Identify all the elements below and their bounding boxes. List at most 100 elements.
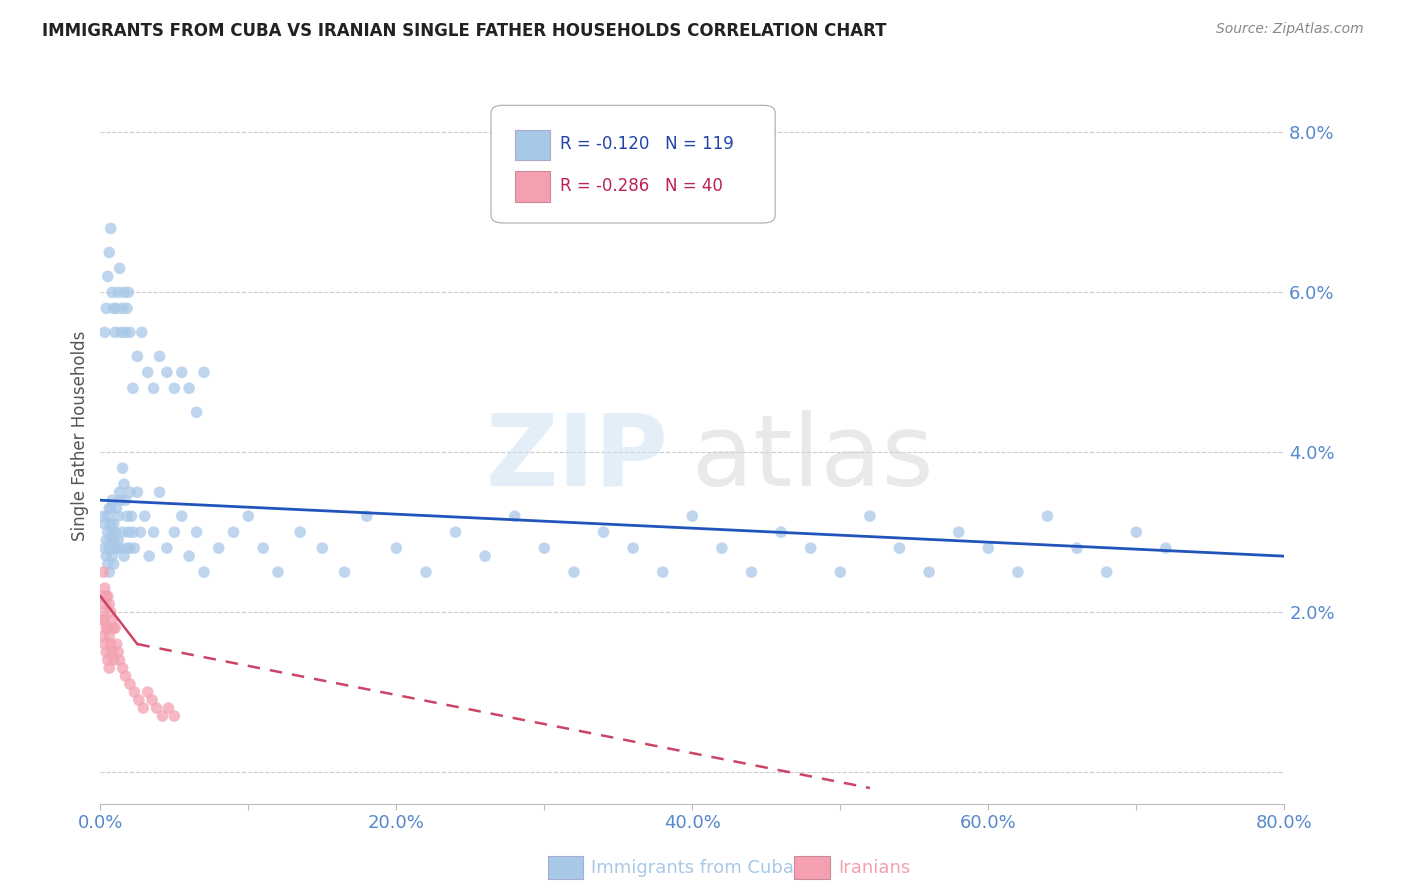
Text: R = -0.286   N = 40: R = -0.286 N = 40 <box>560 178 723 195</box>
Point <box>101 285 124 300</box>
Point <box>91 605 114 619</box>
Point <box>118 541 141 556</box>
Point <box>94 597 117 611</box>
Point <box>104 326 127 340</box>
Point <box>94 637 117 651</box>
Point <box>108 485 131 500</box>
Point <box>1154 541 1177 556</box>
Point <box>105 501 128 516</box>
Point <box>98 565 121 579</box>
FancyBboxPatch shape <box>515 129 550 161</box>
Point <box>148 349 170 363</box>
Point <box>103 533 125 548</box>
Point <box>889 541 911 556</box>
Point <box>859 509 882 524</box>
Point <box>103 557 125 571</box>
Point <box>118 677 141 691</box>
Point <box>107 285 129 300</box>
Point <box>156 541 179 556</box>
Point <box>100 605 122 619</box>
Point <box>222 525 245 540</box>
Point <box>110 493 132 508</box>
Point <box>111 461 134 475</box>
Point <box>134 509 156 524</box>
Point <box>179 381 201 395</box>
Point <box>145 701 167 715</box>
Point <box>415 565 437 579</box>
Point <box>97 621 120 635</box>
Point <box>108 541 131 556</box>
Point <box>741 565 763 579</box>
Point <box>122 525 145 540</box>
Point <box>156 365 179 379</box>
Text: atlas: atlas <box>692 409 934 507</box>
Point <box>105 301 128 316</box>
FancyBboxPatch shape <box>491 105 775 223</box>
Point <box>101 525 124 540</box>
Point <box>193 565 215 579</box>
Point <box>770 525 793 540</box>
Point <box>621 541 644 556</box>
Point <box>107 645 129 659</box>
Point <box>503 509 526 524</box>
Point <box>157 701 180 715</box>
Point <box>136 685 159 699</box>
Point <box>111 525 134 540</box>
Point <box>107 533 129 548</box>
Point <box>105 637 128 651</box>
Point <box>118 485 141 500</box>
Text: Iranians: Iranians <box>838 859 910 877</box>
Point <box>138 549 160 564</box>
Point <box>96 301 118 316</box>
Point <box>101 613 124 627</box>
Point <box>94 517 117 532</box>
Point <box>127 349 149 363</box>
Point <box>142 381 165 395</box>
Point <box>148 485 170 500</box>
Point <box>100 501 122 516</box>
Point <box>111 301 134 316</box>
Point <box>124 541 146 556</box>
Point <box>105 541 128 556</box>
Point <box>115 509 138 524</box>
Point <box>112 477 135 491</box>
Point <box>98 597 121 611</box>
Point <box>1125 525 1147 540</box>
Point <box>474 549 496 564</box>
Point <box>651 565 673 579</box>
Point <box>101 549 124 564</box>
Point <box>111 661 134 675</box>
Point <box>97 589 120 603</box>
Point <box>108 261 131 276</box>
Point <box>186 525 208 540</box>
Point <box>142 525 165 540</box>
Point <box>103 301 125 316</box>
Point <box>800 541 823 556</box>
Point <box>1066 541 1088 556</box>
Point <box>91 629 114 643</box>
Point <box>96 533 118 548</box>
Text: Immigrants from Cuba: Immigrants from Cuba <box>591 859 793 877</box>
Point <box>122 381 145 395</box>
Point <box>97 653 120 667</box>
Point <box>115 541 138 556</box>
Point <box>252 541 274 556</box>
Point <box>115 301 138 316</box>
Point <box>356 509 378 524</box>
Point <box>117 285 139 300</box>
Point <box>98 541 121 556</box>
Point <box>90 613 112 627</box>
Point <box>97 269 120 284</box>
Point <box>179 549 201 564</box>
Point <box>1007 565 1029 579</box>
Point <box>112 285 135 300</box>
Point <box>114 326 136 340</box>
Point <box>193 365 215 379</box>
Point <box>385 541 408 556</box>
Point <box>96 589 118 603</box>
Point <box>104 541 127 556</box>
Point <box>267 565 290 579</box>
Point <box>104 621 127 635</box>
Point <box>103 517 125 532</box>
Point <box>333 565 356 579</box>
